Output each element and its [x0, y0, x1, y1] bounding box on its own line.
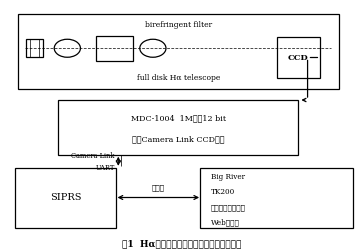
Text: 图1  Hα全日面望远镜观测处理存储系统框图: 图1 Hα全日面望远镜观测处理存储系统框图 [122, 240, 242, 249]
Text: 以太网: 以太网 [152, 183, 165, 191]
Text: Camera Link: Camera Link [71, 152, 115, 160]
Text: Web浏览器: Web浏览器 [211, 218, 240, 226]
Text: birefringent filter: birefringent filter [145, 21, 212, 29]
Text: UART: UART [95, 164, 115, 172]
Bar [27, 40, 43, 57]
Text: 数字Camera Link CCD相机: 数字Camera Link CCD相机 [132, 136, 225, 143]
Text: 高速存储回放系统: 高速存储回放系统 [211, 203, 246, 211]
Circle shape [54, 39, 80, 57]
Bar [15, 168, 116, 228]
Bar [277, 38, 320, 78]
Bar [200, 168, 353, 228]
Bar [18, 14, 339, 89]
Text: CCD: CCD [288, 54, 309, 62]
Text: MDC-1004  1M像素12 bit: MDC-1004 1M像素12 bit [131, 114, 226, 122]
Bar [96, 36, 133, 61]
Text: Big River: Big River [211, 173, 245, 181]
Text: full disk Hα telescope: full disk Hα telescope [136, 74, 220, 82]
Text: |: | [120, 156, 123, 166]
Text: SIPRS: SIPRS [50, 193, 81, 202]
Bar [58, 100, 298, 155]
Circle shape [140, 39, 166, 57]
Text: TK200: TK200 [211, 188, 236, 196]
